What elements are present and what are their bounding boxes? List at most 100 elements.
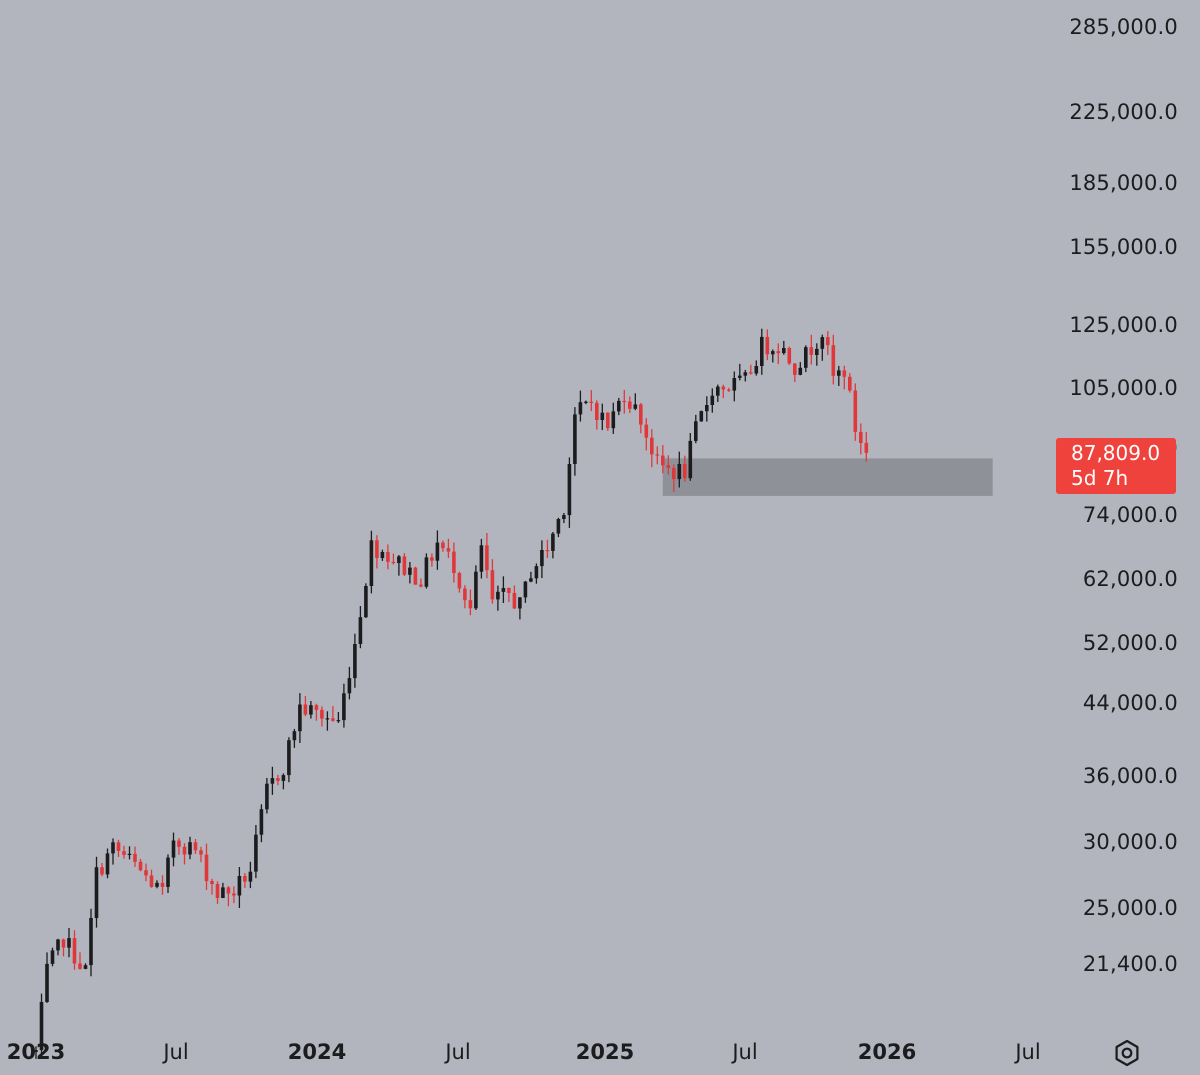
candle-body	[705, 405, 709, 412]
candle-body	[754, 366, 759, 374]
candle-body	[765, 336, 770, 355]
last-price-badge: 87,809.0 5d 7h	[1056, 438, 1176, 494]
candle-body	[347, 678, 352, 694]
candle-body	[94, 867, 99, 918]
price-axis-label: 185,000.0	[1069, 171, 1178, 195]
candle-body	[589, 401, 594, 403]
candle-body	[177, 840, 181, 847]
candle-body	[518, 597, 522, 609]
candle-body	[639, 404, 643, 425]
price-axis-label: 105,000.0	[1069, 376, 1178, 401]
candle-body	[105, 853, 110, 875]
candle-body	[666, 465, 671, 468]
support-zone	[662, 458, 993, 496]
price-axis-label: 30,000.0	[1082, 830, 1178, 854]
candle-body	[474, 571, 478, 609]
candle-body	[182, 846, 187, 855]
candle-body	[776, 351, 781, 354]
candle-body	[809, 347, 814, 355]
candle-body	[199, 850, 203, 855]
candle-body	[738, 375, 742, 378]
time-axis-label: 2023	[6, 1040, 66, 1064]
time-axis-label: Jul	[445, 1040, 471, 1064]
time-axis-label: Jul	[732, 1040, 758, 1064]
bar-countdown: 5d 7h	[1071, 466, 1129, 490]
candle-body	[61, 939, 66, 948]
candle-body	[655, 454, 660, 456]
candle-body	[463, 588, 467, 601]
candle-body	[369, 540, 374, 586]
candle-body	[694, 421, 698, 441]
candle-body	[270, 778, 275, 784]
candle-body	[353, 644, 357, 679]
candle-body	[716, 386, 720, 396]
candle-body	[188, 842, 192, 855]
candle-body	[193, 842, 198, 851]
candle-body	[248, 871, 253, 882]
candle-body	[298, 704, 302, 732]
candle-body	[138, 861, 143, 871]
candle-body	[364, 586, 368, 618]
candle-body	[831, 345, 836, 376]
candle-body	[600, 412, 605, 420]
candle-body	[622, 400, 627, 403]
candle-body	[408, 567, 412, 575]
candle-body	[611, 411, 616, 429]
candle-body	[793, 363, 797, 375]
candle-body	[441, 542, 445, 549]
candle-body	[562, 515, 566, 519]
price-axis-label: 36,000.0	[1082, 763, 1178, 788]
candle-body	[578, 402, 583, 415]
candle-body	[628, 401, 632, 409]
price-axis-label: 21,400.0	[1082, 952, 1178, 977]
candle-body	[325, 718, 330, 720]
candle-body	[342, 693, 346, 721]
price-axis-label: 125,000.0	[1069, 313, 1178, 337]
candle-body	[89, 918, 93, 966]
candle-body	[523, 581, 528, 598]
candle-body	[435, 542, 440, 561]
candle-body	[683, 464, 687, 479]
candle-body	[606, 412, 610, 429]
time-axis-label: 2024	[287, 1040, 347, 1064]
candle-body	[171, 840, 176, 858]
candle-body	[320, 709, 324, 719]
candle-body	[336, 720, 341, 722]
candle-body	[457, 573, 462, 589]
price-axis-label: 285,000.0	[1069, 14, 1178, 39]
candle-body	[727, 389, 731, 391]
candle-body	[573, 414, 577, 464]
candle-body	[391, 561, 396, 564]
candle-body	[787, 348, 792, 364]
candle-body	[507, 588, 511, 593]
last-price-value: 87,809.0	[1071, 441, 1161, 465]
candle-body	[501, 588, 506, 592]
hexagon-gear-icon[interactable]	[1113, 1039, 1141, 1067]
candle-body	[688, 440, 693, 479]
candle-body	[424, 557, 429, 587]
candle-body	[644, 424, 649, 438]
candle-body	[479, 545, 484, 572]
candle-body	[375, 540, 379, 558]
candle-body	[732, 378, 737, 391]
candle-body	[281, 775, 286, 781]
candle-body	[331, 718, 335, 721]
candle-body	[116, 842, 121, 851]
candle-body	[540, 550, 544, 567]
candle-body	[259, 809, 264, 835]
time-axis-label: Jul	[1015, 1040, 1041, 1064]
candle-body	[204, 854, 209, 882]
candle-body	[215, 884, 220, 898]
price-axis-label: 74,000.0	[1082, 502, 1178, 527]
price-axis-label: 44,000.0	[1082, 691, 1178, 716]
candle-body	[210, 881, 214, 884]
candle-body	[633, 404, 638, 409]
candle-body	[67, 938, 71, 948]
candle-body	[798, 367, 803, 375]
candle-body	[721, 386, 726, 390]
candle-body	[661, 455, 665, 466]
candle-body	[512, 592, 517, 609]
candle-body	[551, 533, 555, 551]
candle-body	[842, 370, 847, 377]
